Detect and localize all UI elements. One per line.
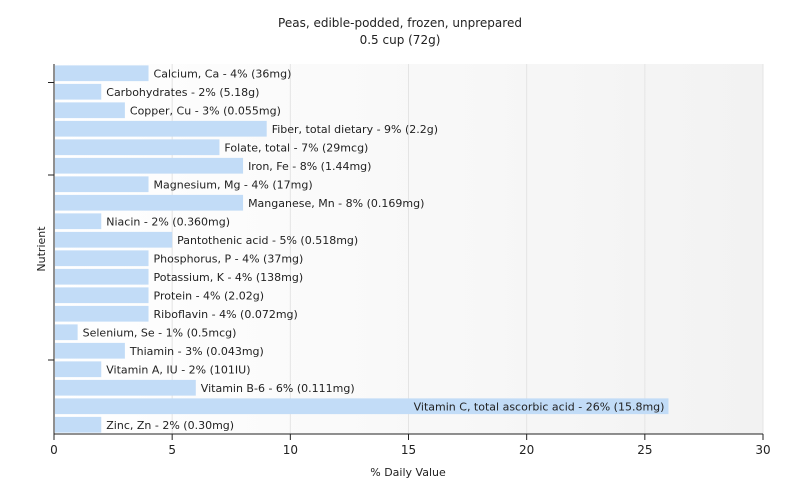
bar-label: Selenium, Se - 1% (0.5mcg): [83, 326, 237, 339]
bar-label: Vitamin C, total ascorbic acid - 26% (15…: [414, 400, 665, 413]
x-tick-label: 0: [50, 443, 58, 457]
bar: [55, 379, 196, 396]
bar-label: Protein - 4% (2.02g): [154, 289, 265, 302]
bar: [55, 324, 78, 341]
bar: [55, 342, 125, 359]
bar: [55, 194, 244, 211]
chart-subtitle: 0.5 cup (72g): [359, 33, 441, 47]
bar: [55, 176, 149, 193]
bar: [55, 120, 267, 137]
bar-label: Folate, total - 7% (29mcg): [224, 141, 368, 154]
bar-label: Pantothenic acid - 5% (0.518mg): [177, 234, 358, 247]
bar-label: Phosphorus, P - 4% (37mg): [154, 252, 304, 265]
chart-title: Peas, edible-podded, frozen, unprepared: [278, 16, 522, 30]
x-tick-label: 25: [637, 443, 652, 457]
bar: [55, 157, 244, 174]
bar: [55, 213, 102, 230]
x-tick-label: 15: [401, 443, 416, 457]
x-tick-label: 10: [283, 443, 298, 457]
bar: [55, 65, 149, 82]
y-axis-label: Nutrient: [35, 226, 48, 272]
x-tick-label: 5: [168, 443, 176, 457]
bar: [55, 139, 220, 156]
bar-label: Carbohydrates - 2% (5.18g): [106, 86, 259, 99]
bar: [55, 305, 149, 322]
bar-label: Zinc, Zn - 2% (0.30mg): [106, 419, 234, 432]
bar: [55, 231, 173, 248]
x-axis-label: % Daily Value: [370, 466, 446, 479]
bar-label: Calcium, Ca - 4% (36mg): [154, 67, 292, 80]
bar-label: Thiamin - 3% (0.043mg): [129, 345, 264, 358]
bar: [55, 287, 149, 304]
bar-label: Potassium, K - 4% (138mg): [154, 271, 304, 284]
bar-label: Fiber, total dietary - 9% (2.2g): [272, 123, 438, 136]
bar-label: Copper, Cu - 3% (0.055mg): [130, 104, 281, 117]
x-tick-label: 30: [755, 443, 770, 457]
bar-label: Vitamin A, IU - 2% (101IU): [106, 363, 250, 376]
bar: [55, 83, 102, 100]
bar: [55, 416, 102, 433]
x-tick-label: 20: [519, 443, 534, 457]
bar: [55, 268, 149, 285]
bar: [55, 361, 102, 378]
bar-label: Niacin - 2% (0.360mg): [106, 215, 230, 228]
bar-label: Iron, Fe - 8% (1.44mg): [248, 160, 371, 173]
bar: [55, 398, 669, 415]
bar: [55, 250, 149, 267]
bar-label: Vitamin B-6 - 6% (0.111mg): [201, 382, 355, 395]
bar: [55, 102, 125, 119]
bar-label: Manganese, Mn - 8% (0.169mg): [248, 197, 424, 210]
bar-label: Magnesium, Mg - 4% (17mg): [154, 178, 313, 191]
bar-label: Riboflavin - 4% (0.072mg): [154, 308, 298, 321]
